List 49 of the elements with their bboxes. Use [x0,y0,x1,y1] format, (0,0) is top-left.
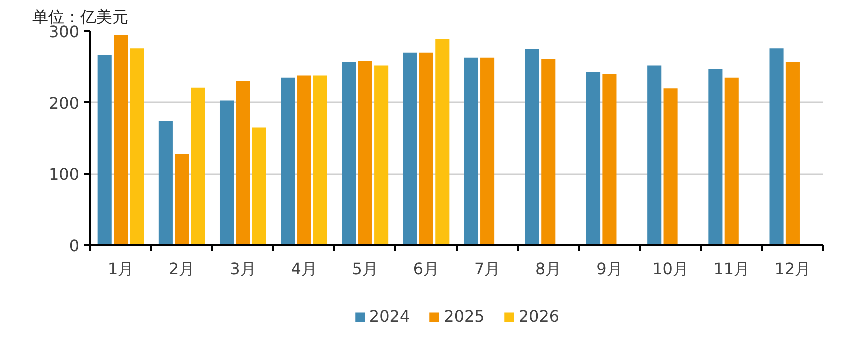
bar [770,48,784,246]
bar [114,35,128,246]
x-tick-label: 5月 [352,260,378,278]
bar [419,52,434,246]
x-tick-label: 9月 [596,260,623,278]
bar [602,74,617,246]
bar [313,76,328,246]
bar [297,76,312,246]
bar [648,66,662,246]
bar [252,128,266,246]
bar [236,81,250,246]
bar [480,58,495,246]
legend-label: 2025 [444,307,485,326]
bar [525,49,540,246]
bar [342,62,356,246]
bar [403,52,418,246]
bar [220,100,234,246]
bar [436,39,450,246]
x-tick-label: 3月 [230,260,256,278]
bar [586,72,601,246]
x-tick-label: 2月 [169,260,196,278]
x-tick-label: 7月 [474,260,501,278]
bar [708,69,723,246]
bar [374,66,389,246]
bar [158,121,173,246]
bar [724,78,739,246]
x-tick-label: 12月 [774,260,812,278]
legend-label: 2024 [369,307,410,326]
bar [175,154,190,246]
bar [358,61,372,246]
bar [191,88,206,246]
bar [98,55,112,246]
y-tick-label: 200 [48,94,80,113]
legend-label: 2026 [518,307,560,326]
x-tick-label: 11月 [714,260,750,278]
bar [664,88,678,246]
bar [130,48,144,246]
y-tick-label: 0 [69,236,80,256]
x-tick-label: 8月 [536,260,562,278]
x-tick-label: 4月 [291,260,318,278]
y-tick-label: 100 [48,165,80,184]
x-tick-label: 1月 [108,260,134,278]
bar [464,58,478,246]
x-tick-label: 10月 [652,260,689,278]
bar [542,59,556,246]
y-axis-title: 单位：亿美元 [32,8,128,26]
bar [786,62,800,246]
x-tick-label: 6月 [413,260,440,278]
bar [281,78,296,246]
